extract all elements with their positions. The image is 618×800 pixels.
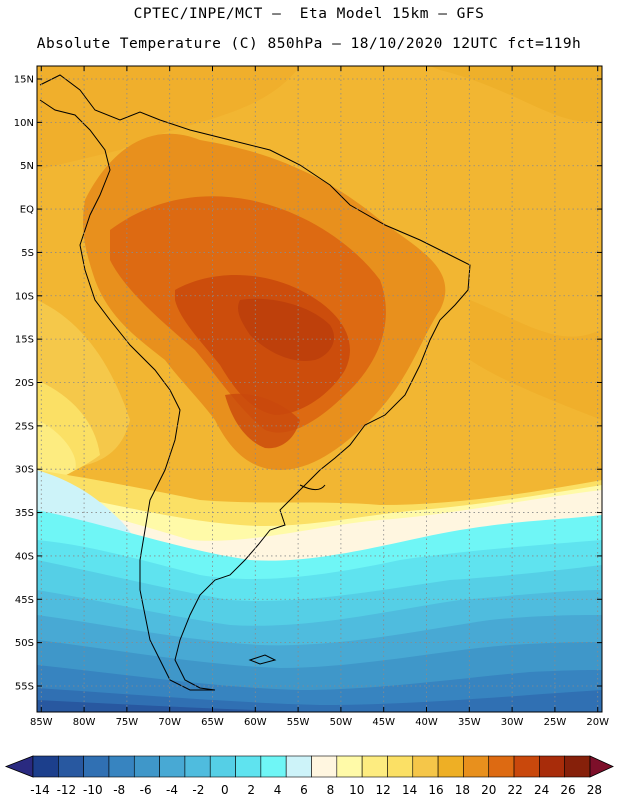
lon-tick-label: 60W — [244, 717, 267, 728]
map-title-line2: Absolute Temperature (C) 850hPa – 18/10/… — [36, 36, 582, 52]
colorbar-swatch — [539, 755, 565, 778]
colorbar-label: 0 — [221, 783, 229, 797]
colorbar-swatch — [159, 755, 186, 778]
temperature-field — [37, 66, 602, 712]
lat-tick-label: 25S — [15, 421, 34, 432]
colorbar-swatch — [488, 755, 515, 778]
colorbar-swatch — [361, 755, 388, 778]
lon-tick-label: 80W — [73, 717, 96, 728]
lon-tick-label: 35W — [458, 717, 481, 728]
colorbar-swatch — [412, 755, 439, 778]
latitude-axis: 15N 10N 5N EQ 5S 10S 15S 20S 25S 30S 35S 40S 45S 50S 5… — [14, 75, 602, 692]
lat-tick-label: 5N — [20, 161, 34, 172]
lat-tick-label: 5S — [21, 248, 34, 259]
colorbar-swatch — [83, 755, 110, 778]
colorbar-swatch — [209, 755, 236, 778]
lon-tick-label: 70W — [158, 717, 181, 728]
colorbar-swatch — [285, 755, 312, 778]
longitude-axis: 85W 80W 75W 70W 65W 60W 55W 50W 45W 40W 35W 30W 25W 2… — [30, 66, 609, 728]
colorbar-swatch — [311, 755, 338, 778]
colorbar-swatch — [463, 755, 490, 778]
colorbar-label: 26 — [560, 783, 575, 797]
lat-tick-label: 10N — [14, 118, 34, 129]
colorbar-label: -8 — [113, 783, 125, 797]
colorbar-swatch — [235, 755, 262, 778]
lat-tick-label: 10S — [15, 291, 34, 302]
colorbar-label: 8 — [327, 783, 335, 797]
colorbar-label: 4 — [274, 783, 282, 797]
colorbar-label: 14 — [402, 783, 417, 797]
lon-tick-label: 40W — [415, 717, 438, 728]
lat-tick-label: 15S — [15, 335, 34, 346]
colorbar-label: -6 — [140, 783, 152, 797]
lon-tick-label: 50W — [330, 717, 353, 728]
colorbar: -14 -12 -10 -8 -6 -4 -2 0 2 4 6 8 10 12 14 16 18 20 22 24 26… — [4, 755, 614, 797]
lat-tick-label: 20S — [15, 378, 34, 389]
colorbar-label: 28 — [587, 783, 602, 797]
coastline — [39, 74, 471, 691]
colorbar-label: -4 — [166, 783, 178, 797]
lat-tick-label: 35S — [15, 508, 34, 519]
colorbar-label: 6 — [300, 783, 308, 797]
colorbar-swatch — [58, 755, 84, 778]
lon-tick-label: 85W — [30, 717, 53, 728]
lat-tick-label: 30S — [15, 465, 34, 476]
lon-tick-label: 55W — [287, 717, 310, 728]
colorbar-label: 2 — [247, 783, 255, 797]
map-title-line1: CPTEC/INPE/MCT – Eta Model 15km – GFS — [133, 6, 485, 22]
lat-tick-label: 40S — [15, 551, 34, 562]
colorbar-swatch — [387, 755, 414, 778]
colorbar-label: 20 — [481, 783, 496, 797]
colorbar-label: -14 — [30, 783, 50, 797]
lat-tick-label: EQ — [20, 205, 34, 216]
lon-tick-label: 20W — [586, 717, 609, 728]
colorbar-label: 18 — [455, 783, 470, 797]
lat-tick-label: 45S — [15, 595, 34, 606]
lat-tick-label: 15N — [14, 75, 34, 86]
colorbar-label: -12 — [57, 783, 77, 797]
lon-tick-label: 30W — [501, 717, 524, 728]
map-frame — [36, 65, 603, 713]
colorbar-swatch — [32, 755, 59, 778]
colorbar-swatch — [513, 755, 540, 778]
colorbar-label: 22 — [508, 783, 523, 797]
colorbar-label: 12 — [376, 783, 391, 797]
lon-tick-label: 65W — [201, 717, 224, 728]
colorbar-swatch — [108, 755, 135, 778]
lon-tick-label: 45W — [372, 717, 395, 728]
lon-tick-label: 75W — [116, 717, 139, 728]
colorbar-label: 10 — [349, 783, 364, 797]
colorbar-swatch — [564, 755, 591, 778]
colorbar-swatch — [336, 755, 363, 778]
lat-tick-label: 55S — [15, 681, 34, 692]
colorbar-under-arrow — [4, 755, 34, 778]
colorbar-swatch — [133, 755, 160, 778]
colorbar-label: 16 — [428, 783, 443, 797]
colorbar-swatch — [437, 755, 464, 778]
lon-tick-label: 25W — [544, 717, 567, 728]
colorbar-swatch — [184, 755, 211, 778]
colorbar-label: -10 — [83, 783, 103, 797]
colorbar-swatch — [260, 755, 287, 778]
lat-tick-label: 50S — [15, 638, 34, 649]
colorbar-over-arrow — [589, 755, 614, 778]
colorbar-label: -2 — [192, 783, 204, 797]
colorbar-label: 24 — [534, 783, 549, 797]
